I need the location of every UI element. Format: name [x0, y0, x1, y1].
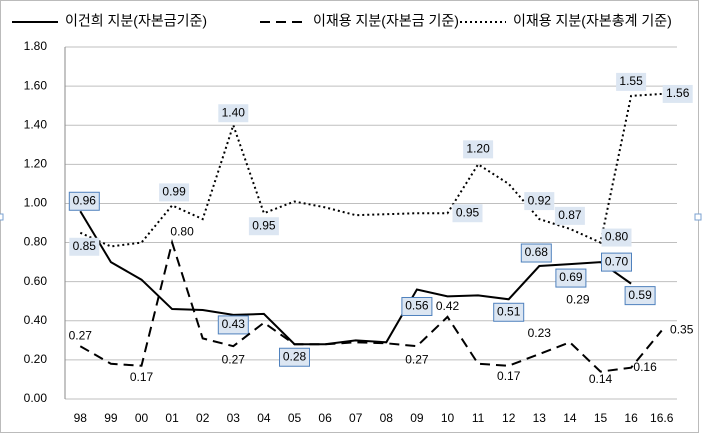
- x-tick-label: 09: [410, 411, 424, 425]
- data-label: 0.29: [566, 292, 590, 306]
- y-tick-label: 1.60: [24, 78, 48, 92]
- data-label: 1.20: [466, 142, 490, 156]
- legend-label: 이재용 지분(자본총계 기준): [513, 13, 672, 29]
- x-tick-label: 07: [349, 411, 363, 425]
- data-label-box: [452, 204, 483, 223]
- data-label: 0.23: [528, 326, 552, 340]
- data-label-box: [616, 72, 647, 91]
- y-tick-label: 0.60: [24, 274, 48, 288]
- data-label-box: [554, 206, 585, 225]
- data-label: 0.27: [69, 328, 93, 342]
- data-label: 0.56: [405, 299, 429, 313]
- x-tick-label: 08: [380, 411, 394, 425]
- data-label: 0.14: [589, 372, 613, 386]
- data-label: 0.95: [456, 205, 480, 219]
- x-tick-label: 10: [441, 411, 455, 425]
- x-tick-label: 04: [257, 411, 271, 425]
- data-label: 0.85: [73, 239, 97, 253]
- data-label: 1.40: [222, 105, 246, 119]
- x-tick-label: 02: [196, 411, 210, 425]
- handle: [0, 213, 4, 221]
- data-label-box: [248, 217, 279, 236]
- y-tick-label: 0.00: [24, 391, 48, 405]
- data-label: 0.96: [73, 193, 97, 207]
- data-label: 0.27: [222, 352, 246, 366]
- series-line: [79, 238, 663, 373]
- data-label: 0.16: [633, 360, 657, 374]
- data-label: 0.69: [559, 270, 583, 284]
- data-label-box: [217, 315, 249, 335]
- data-label: 0.99: [162, 185, 186, 199]
- y-tick-label: 0.80: [24, 235, 48, 249]
- handle: [694, 213, 702, 221]
- data-label: 0.43: [222, 317, 246, 331]
- x-tick-label: 13: [533, 411, 547, 425]
- data-label-box: [662, 84, 693, 103]
- x-tick-label: 16.6: [650, 411, 674, 425]
- data-label-box: [520, 243, 552, 263]
- x-tick-label: 01: [165, 411, 179, 425]
- data-label: 0.42: [436, 299, 460, 313]
- y-tick-label: 1.40: [24, 117, 48, 131]
- y-tick-label: 1.80: [24, 39, 48, 53]
- data-label: 0.51: [497, 304, 521, 318]
- x-tick-label: 06: [318, 411, 332, 425]
- data-label: 0.17: [497, 369, 521, 383]
- x-tick-label: 16: [624, 411, 638, 425]
- data-label-box: [463, 140, 494, 159]
- y-tick-label: 0.20: [24, 352, 48, 366]
- x-tick-label: 00: [135, 411, 149, 425]
- data-label-box: [279, 347, 310, 367]
- data-label-box: [218, 104, 249, 123]
- x-tick-label: 98: [74, 411, 88, 425]
- data-label: 0.80: [170, 225, 194, 239]
- data-label-box: [624, 286, 656, 306]
- y-tick-label: 0.40: [24, 313, 48, 327]
- x-tick-label: 12: [502, 411, 516, 425]
- data-label-box: [555, 268, 587, 288]
- x-tick-label: 14: [563, 411, 577, 425]
- data-label: 0.95: [252, 218, 276, 232]
- data-label-box: [401, 296, 433, 316]
- x-tick-label: 11: [472, 411, 485, 425]
- data-label-box: [69, 237, 100, 256]
- data-label: 0.80: [605, 230, 629, 244]
- data-label-box: [601, 252, 632, 272]
- data-label-box: [68, 191, 100, 211]
- data-label-box: [524, 192, 555, 211]
- legend-label: 이재용 지분(자본금 기준): [313, 13, 459, 29]
- data-label: 0.28: [283, 349, 307, 363]
- x-tick-label: 99: [104, 411, 118, 425]
- data-label: 0.35: [670, 323, 694, 337]
- data-label-box: [493, 302, 525, 322]
- x-tick-label: 15: [594, 411, 608, 425]
- y-tick-label: 1.20: [24, 157, 48, 171]
- data-label: 0.27: [405, 352, 429, 366]
- data-label: 1.56: [666, 86, 690, 100]
- data-label: 0.68: [525, 245, 549, 259]
- data-label: 0.59: [628, 288, 652, 302]
- data-label-box: [601, 228, 632, 247]
- data-label: 0.87: [558, 208, 582, 222]
- data-label-box: [159, 183, 190, 202]
- series-line: [79, 210, 632, 346]
- x-tick-label: 03: [227, 411, 241, 425]
- data-label: 0.17: [130, 370, 154, 384]
- y-tick-label: 1.00: [24, 196, 48, 210]
- legend-label: 이건희 지분(자본금기준): [65, 13, 207, 29]
- data-label: 0.70: [605, 254, 629, 268]
- x-tick-label: 05: [288, 411, 302, 425]
- data-label: 1.55: [619, 74, 643, 88]
- data-label: 0.92: [528, 193, 552, 207]
